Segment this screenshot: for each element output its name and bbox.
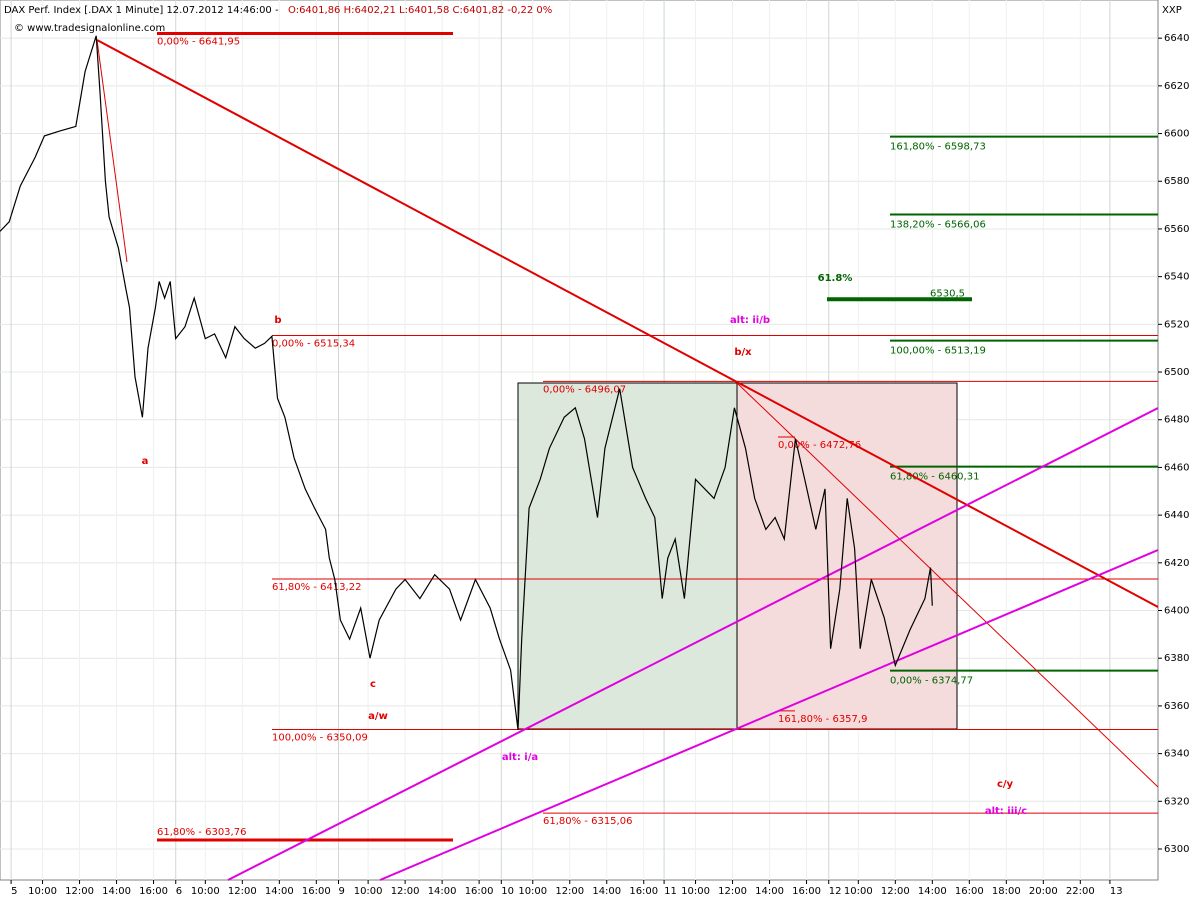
x-tick-label: 10:00 [354, 886, 383, 897]
level-label: 0,00% - 6515,34 [272, 338, 355, 349]
x-tick-label: 16:00 [302, 886, 331, 897]
wave-label: alt: ii/b [730, 315, 770, 326]
channel-line [227, 407, 1159, 881]
y-tick-label: 6640 [1164, 33, 1189, 44]
trendline [736, 382, 1159, 788]
y-tick-label: 6440 [1164, 510, 1189, 521]
y-tick-label: 6520 [1164, 319, 1189, 330]
wave-label: alt: iii/c [985, 806, 1027, 817]
x-tick-label: 10:00 [844, 886, 873, 897]
price-line [0, 35, 933, 730]
price [0, 35, 933, 730]
x-tick-label: 12:00 [228, 886, 257, 897]
wave-label: b/x [734, 347, 752, 358]
level-label: 100,00% - 6513,19 [890, 346, 986, 357]
y-tick-label: 6320 [1164, 796, 1189, 807]
y-tick-label: 6500 [1164, 367, 1189, 378]
labels: a b c a/w alt: i/a alt: ii/b b/x 61.8% c/y alt: i… [142, 273, 1028, 817]
level-label: 0,00% - 6374,77 [890, 676, 973, 687]
x-tick-label: 11 [664, 886, 677, 897]
x-tick-label: 14:00 [265, 886, 294, 897]
x-tick-label: 20:00 [1029, 886, 1058, 897]
level-label: 61,80% - 6460,31 [890, 472, 979, 483]
y-tick-label: 6620 [1164, 81, 1189, 92]
y-tick-label: 6420 [1164, 558, 1189, 569]
y-tick-label: 6480 [1164, 415, 1189, 426]
y-tick-label: 6360 [1164, 701, 1189, 712]
y-tick-label: 6300 [1164, 844, 1189, 855]
x-tick-label: 16:00 [139, 886, 168, 897]
y-tick-label: 6460 [1164, 462, 1189, 473]
y-tick-label: 6580 [1164, 176, 1189, 187]
x-tick-label: 18:00 [992, 886, 1021, 897]
x-tick-label: 12:00 [65, 886, 94, 897]
x-tick-label: 10:00 [191, 886, 220, 897]
x-tick-label: 16:00 [955, 886, 984, 897]
ohlc: O:6401,86 H:6402,21 L:6401,58 C:6401,82 … [288, 5, 552, 16]
x-tick-label: 16:00 [465, 886, 494, 897]
x-tick-label: 16:00 [792, 886, 821, 897]
level-label: 61,80% - 6413,22 [272, 582, 361, 593]
corner-label: XXP [1162, 5, 1182, 16]
channel-line [379, 549, 1159, 881]
x-tick-label: 14:00 [428, 886, 457, 897]
x-tick-label: 12:00 [718, 886, 747, 897]
trendline [96, 39, 1159, 608]
y-tick-label: 6400 [1164, 606, 1189, 617]
x-tick-label: 13 [1110, 886, 1123, 897]
level-label: 161,80% - 6598,73 [890, 142, 986, 153]
chart-title: DAX Perf. Index [.DAX 1 Minute] 12.07.20… [4, 5, 279, 16]
x-tick-label: 5 [11, 886, 17, 897]
x-tick-label: 10 [501, 886, 514, 897]
y-tick-label: 6340 [1164, 749, 1189, 760]
level-label: 6530,5 [930, 288, 965, 299]
level-label: 61,80% - 6303,76 [157, 827, 246, 838]
x-tick-label: 12:00 [391, 886, 420, 897]
level-label: 61,80% - 6315,06 [543, 816, 632, 827]
x-tick-label: 10:00 [681, 886, 710, 897]
x-tick-label: 9 [339, 886, 345, 897]
wave-label: b [274, 315, 281, 326]
y-tick-label: 6540 [1164, 272, 1189, 283]
level-label: 161,80% - 6357,9 [778, 714, 867, 725]
x-tick-label: 16:00 [629, 886, 658, 897]
levels: 0,00% - 6641,95 61,80% - 6303,76 0,00% - 6… [157, 32, 1158, 842]
range-box-green [517, 382, 738, 730]
y-tick-label: 6600 [1164, 129, 1189, 140]
wave-label: c/y [997, 779, 1014, 790]
x-tick-label: 14:00 [918, 886, 947, 897]
wave-label: a/w [368, 711, 388, 722]
x-tick-label: 14:00 [592, 886, 621, 897]
wave-label: a [142, 456, 149, 467]
x-tick-label: 10:00 [28, 886, 57, 897]
source: © www.tradesignalonline.com [14, 23, 165, 34]
x-tick-label: 10:00 [518, 886, 547, 897]
x-tick-label: 22:00 [1066, 886, 1095, 897]
x-tick-label: 14:00 [755, 886, 784, 897]
wave-label: 61.8% [818, 273, 853, 284]
level-label: 100,00% - 6350,09 [272, 733, 368, 744]
level-label: 0,00% - 6496,07 [543, 384, 626, 395]
wave-label: c [370, 679, 376, 690]
x-tick-label: 6 [176, 886, 182, 897]
level-label: 0,00% - 6641,95 [157, 37, 240, 48]
x-tick-label: 14:00 [102, 886, 131, 897]
level-label: 138,20% - 6566,06 [890, 219, 986, 230]
x-tick-label: 12:00 [881, 886, 910, 897]
x-tick-label: 12 [829, 886, 842, 897]
wave-label: alt: i/a [502, 752, 538, 763]
y-tick-label: 6560 [1164, 224, 1189, 235]
y-tick-label: 6380 [1164, 653, 1189, 664]
trendline [96, 39, 128, 263]
x-tick-label: 12:00 [555, 886, 584, 897]
level-label: 0,00% - 6472,76 [778, 440, 861, 451]
